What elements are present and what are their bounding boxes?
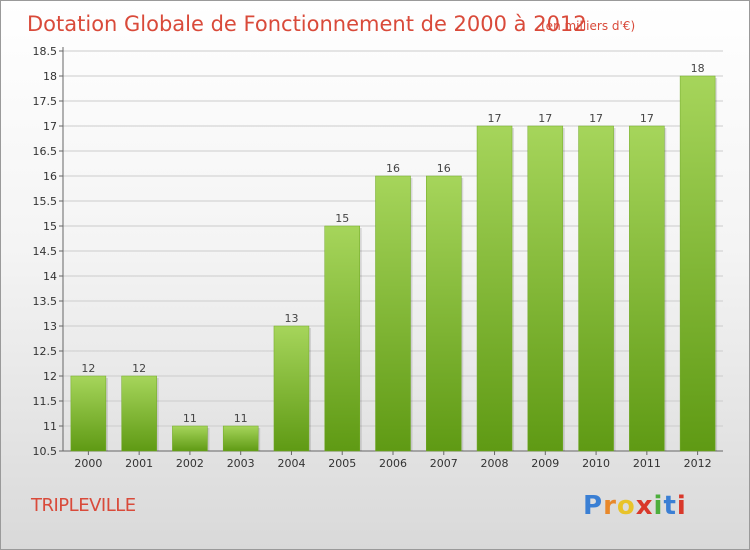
bar: [70, 375, 107, 452]
x-tick-label: 2010: [582, 457, 610, 470]
bar-value-label: 12: [132, 362, 146, 375]
logo-letter: o: [616, 491, 636, 521]
bar-value-label: 17: [640, 112, 654, 125]
commune-name: TRIPLEVILLE: [31, 495, 136, 516]
logo-letter: t: [663, 491, 677, 521]
logo-letter: x: [635, 491, 654, 521]
bar: [375, 175, 411, 452]
bar-value-label: 17: [488, 112, 502, 125]
x-tick-label: 2011: [633, 457, 661, 470]
x-tick-label: 2002: [176, 457, 204, 470]
x-tick-label: 2005: [328, 457, 356, 470]
y-tick-label: 14.5: [33, 245, 58, 258]
bar-value-label: 18: [691, 62, 705, 75]
y-tick-label: 18.5: [33, 45, 58, 58]
bar-value-label: 16: [386, 162, 400, 175]
y-tick-label: 16.5: [33, 145, 58, 158]
proxiti-logo[interactable]: Proxiti: [583, 491, 687, 523]
x-tick-label: 2012: [684, 457, 712, 470]
y-tick-label: 17: [43, 120, 57, 133]
chart-title: Dotation Globale de Fonctionnement de 20…: [27, 12, 587, 36]
bar: [172, 425, 208, 452]
bar: [324, 225, 360, 452]
bar-value-label: 17: [589, 112, 603, 125]
logo-letter: i: [676, 491, 687, 521]
x-tick-label: 2008: [481, 457, 509, 470]
y-tick-label: 13.5: [33, 295, 58, 308]
y-tick-label: 16: [43, 170, 57, 183]
x-tick-label: 2001: [125, 457, 153, 470]
bar-value-label: 16: [437, 162, 451, 175]
y-tick-label: 15: [43, 220, 57, 233]
y-tick-label: 17.5: [33, 95, 58, 108]
y-tick-label: 15.5: [33, 195, 58, 208]
y-tick-label: 14: [43, 270, 57, 283]
bar-value-label: 17: [538, 112, 552, 125]
bar: [527, 125, 564, 452]
x-tick-label: 2009: [531, 457, 559, 470]
chart-subtitle: (en milliers d'€): [541, 19, 635, 33]
bar: [629, 125, 665, 452]
bar: [121, 375, 157, 452]
y-tick-label: 13: [43, 320, 57, 333]
bar: [273, 325, 310, 452]
x-tick-label: 2006: [379, 457, 407, 470]
bar-value-label: 13: [284, 312, 298, 325]
bar: [476, 125, 513, 452]
bars: 12 12 11 11 13 15 16 16 17 17 17 17 18: [70, 62, 718, 452]
bar: [426, 175, 462, 452]
logo-letter: P: [583, 491, 604, 521]
x-tick-label: 2003: [227, 457, 255, 470]
y-tick-label: 10.5: [33, 445, 58, 458]
x-tick-label: 2000: [74, 457, 102, 470]
logo-letter: i: [653, 491, 664, 521]
bar: [679, 75, 716, 452]
y-tick-label: 12: [43, 370, 57, 383]
bar-value-label: 15: [335, 212, 349, 225]
bar-value-label: 11: [183, 412, 197, 425]
x-tick-label: 2004: [277, 457, 305, 470]
y-tick-label: 12.5: [33, 345, 58, 358]
y-tick-label: 11.5: [33, 395, 58, 408]
y-tick-label: 18: [43, 70, 57, 83]
bar-value-label: 11: [234, 412, 248, 425]
logo-letter: r: [603, 491, 617, 521]
y-tick-label: 11: [43, 420, 57, 433]
x-tick-label: 2007: [430, 457, 458, 470]
bar: [222, 425, 259, 452]
bar: [578, 125, 614, 452]
bar-value-label: 12: [81, 362, 95, 375]
